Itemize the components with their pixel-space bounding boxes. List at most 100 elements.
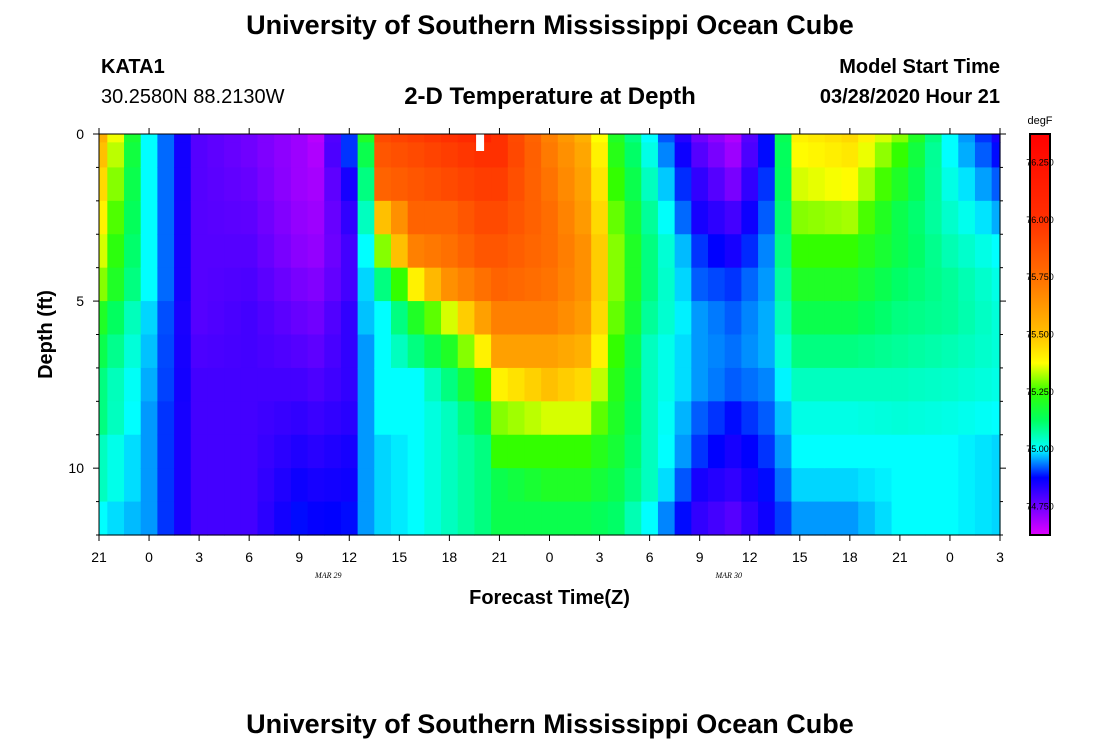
heatmap-cell — [124, 134, 142, 143]
heatmap-cell — [657, 134, 676, 143]
heatmap-cell — [290, 367, 309, 402]
heatmap-cell — [724, 367, 742, 402]
x-axis-label: Forecast Time(Z) — [469, 587, 630, 609]
heatmap-cell — [441, 301, 459, 336]
heatmap-cell — [457, 434, 476, 469]
heatmap-cell — [574, 234, 592, 269]
heatmap-cell — [524, 468, 542, 503]
x-tick-label: 0 — [546, 549, 554, 565]
heatmap-cell — [741, 468, 759, 503]
heatmap-cell — [307, 267, 325, 302]
y-axis: 0 5 10 — [68, 126, 1006, 536]
heatmap-cell — [641, 134, 659, 143]
heatmap-cell — [541, 367, 559, 402]
heatmap-cell — [758, 367, 776, 402]
heatmap-cell — [124, 167, 142, 202]
heatmap-cell — [574, 200, 592, 235]
heatmap-cell — [140, 134, 158, 143]
heatmap-cell — [941, 200, 959, 235]
heatmap-cell — [574, 501, 592, 536]
heatmap-cell — [107, 167, 125, 202]
heatmap-cell — [591, 167, 609, 202]
heatmap-cell — [491, 401, 509, 436]
x-tick-label: 9 — [295, 549, 303, 565]
heatmap-cell — [324, 267, 342, 302]
heatmap-cell — [207, 367, 225, 402]
heatmap-cell — [808, 334, 826, 369]
heatmap-cell — [991, 334, 1001, 369]
heatmap-cell — [641, 301, 659, 336]
heatmap-cell — [691, 134, 709, 143]
heatmap-cell — [958, 468, 976, 503]
heatmap-cell — [624, 367, 642, 402]
heatmap-cell — [791, 134, 809, 143]
heatmap-cell — [657, 434, 676, 469]
heatmap-cell — [491, 267, 509, 302]
heatmap-cell — [407, 434, 425, 469]
heatmap-cell — [357, 301, 375, 336]
heatmap-cell — [607, 267, 626, 302]
heatmap-cell — [424, 301, 442, 336]
heatmap-cell — [99, 367, 108, 402]
heatmap-cell — [574, 167, 592, 202]
heatmap-cell — [841, 167, 859, 202]
heatmap-cell — [99, 501, 108, 536]
heatmap-cell — [407, 334, 425, 369]
heatmap-cell — [491, 434, 509, 469]
heatmap-cell — [591, 142, 609, 169]
heatmap-cell — [340, 367, 359, 402]
heatmap-cell — [958, 401, 976, 436]
heatmap-cell — [224, 267, 242, 302]
heatmap-cell — [390, 401, 409, 436]
heatmap-cell — [774, 301, 793, 336]
x-tick-label: 21 — [892, 549, 908, 565]
heatmap-cell — [708, 301, 726, 336]
heatmap-cell — [99, 334, 108, 369]
heatmap-cell — [407, 401, 425, 436]
x-tick-label: 12 — [341, 549, 357, 565]
surface-marker — [476, 134, 485, 151]
heatmap-cell — [657, 501, 676, 536]
heatmap-cell — [240, 234, 259, 269]
heatmap-cell — [357, 167, 375, 202]
heatmap-cell — [941, 401, 959, 436]
heatmap-cell — [107, 401, 125, 436]
heatmap-cell — [124, 267, 142, 302]
heatmap-cell — [908, 267, 926, 302]
heatmap-cell — [324, 234, 342, 269]
heatmap-cell — [124, 200, 142, 235]
heatmap-cell — [107, 134, 125, 143]
heatmap-cell — [424, 401, 442, 436]
model-start-value: 03/28/2020 Hour 21 — [819, 86, 1000, 108]
heatmap-cell — [741, 434, 759, 469]
heatmap-cell — [974, 434, 993, 469]
heatmap-cell — [557, 134, 576, 143]
heatmap-cell — [674, 301, 692, 336]
heatmap-cell — [174, 501, 192, 536]
heatmap-cell — [824, 301, 843, 336]
heatmap-cell — [891, 367, 909, 402]
colorbar-tick-label: 75.250 — [1026, 387, 1054, 397]
station-id: KATA1 — [101, 56, 165, 78]
heatmap-cell — [924, 267, 943, 302]
heatmap-cell — [574, 434, 592, 469]
heatmap-cell — [474, 334, 492, 369]
heatmap-cell — [591, 468, 609, 503]
heatmap-cell — [140, 167, 158, 202]
heatmap-cell — [374, 301, 392, 336]
heatmap-cell — [574, 401, 592, 436]
heatmap-cell — [274, 468, 292, 503]
heatmap-cell — [724, 234, 742, 269]
heatmap-cell — [657, 234, 676, 269]
heatmap-cell — [107, 468, 125, 503]
heatmap-cell — [457, 167, 476, 202]
heatmap-cells — [99, 134, 1001, 536]
heatmap-cell — [157, 142, 175, 169]
heatmap-cell — [324, 167, 342, 202]
heatmap-cell — [340, 200, 359, 235]
x-tick-label: 3 — [596, 549, 604, 565]
heatmap-cell — [691, 434, 709, 469]
heatmap-cell — [424, 367, 442, 402]
heatmap-cell — [224, 167, 242, 202]
heatmap-cell — [641, 234, 659, 269]
